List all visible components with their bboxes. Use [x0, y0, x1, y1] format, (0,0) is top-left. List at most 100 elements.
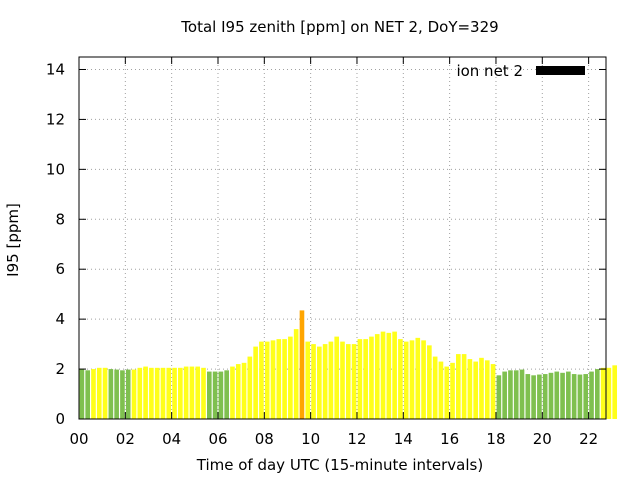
- bar: [154, 367, 160, 419]
- bar: [137, 367, 143, 419]
- bar: [438, 361, 444, 419]
- bar: [120, 370, 125, 419]
- bar: [79, 369, 85, 419]
- bar: [253, 346, 258, 419]
- bar: [548, 372, 554, 419]
- bar: [201, 367, 206, 419]
- bar: [392, 331, 397, 419]
- bar: [143, 366, 148, 419]
- bar: [566, 371, 571, 419]
- bar: [305, 341, 311, 419]
- bar: [369, 336, 374, 419]
- bar: [606, 367, 612, 419]
- bar: [467, 359, 473, 419]
- bar: [577, 374, 583, 419]
- bar: [496, 375, 502, 419]
- bar: [264, 341, 270, 419]
- bar: [218, 371, 224, 419]
- x-tick-label: 16: [440, 430, 459, 448]
- x-tick-label: 04: [162, 430, 181, 448]
- bar: [456, 354, 461, 419]
- x-tick-label: 02: [116, 430, 135, 448]
- x-axis-label: Time of day UTC (15-minute intervals): [196, 456, 483, 474]
- x-tick-label: 14: [394, 430, 413, 448]
- bar: [589, 371, 594, 419]
- bar: [380, 331, 386, 419]
- x-tick-label: 12: [347, 430, 366, 448]
- bar: [427, 345, 432, 419]
- bars: [79, 310, 617, 419]
- bar: [293, 329, 299, 419]
- bar: [374, 334, 380, 419]
- bar: [525, 374, 531, 419]
- y-tick-label: 2: [55, 360, 65, 378]
- bar: [91, 369, 96, 419]
- bar: [166, 367, 172, 419]
- bar: [345, 344, 351, 419]
- bar: [351, 344, 357, 419]
- y-tick-label: 10: [46, 160, 65, 178]
- bar: [241, 362, 247, 419]
- bar: [125, 369, 131, 419]
- y-tick-label: 12: [46, 110, 65, 128]
- bar: [160, 367, 166, 419]
- bar: [212, 371, 218, 419]
- bar: [571, 374, 577, 419]
- bar: [328, 341, 334, 419]
- bar: [299, 310, 305, 419]
- bar: [102, 367, 108, 419]
- bar: [473, 361, 479, 419]
- bar: [357, 339, 363, 419]
- bar: [230, 366, 235, 419]
- bar: [403, 341, 409, 419]
- bar: [247, 356, 253, 419]
- y-tick-label: 0: [55, 410, 65, 428]
- bar: [508, 370, 513, 419]
- bar: [554, 371, 560, 419]
- bar: [595, 369, 600, 419]
- bar: [149, 367, 154, 419]
- x-tick-label: 00: [69, 430, 88, 448]
- x-tick-label: 08: [255, 430, 274, 448]
- bar: [96, 367, 102, 419]
- y-tick-label: 4: [55, 310, 65, 328]
- bar: [288, 336, 293, 419]
- bar: [502, 371, 507, 419]
- bar: [398, 339, 403, 419]
- bar: [322, 344, 328, 419]
- bar: [131, 369, 137, 419]
- x-tick-label: 22: [579, 430, 598, 448]
- x-tick-label: 10: [301, 430, 320, 448]
- bar: [484, 360, 490, 419]
- bar: [490, 364, 496, 419]
- grid: [79, 57, 606, 419]
- bar: [259, 341, 264, 419]
- bar: [206, 371, 212, 419]
- legend: ion net 2: [456, 62, 585, 80]
- legend-swatch: [536, 66, 585, 75]
- y-tick-label: 8: [55, 210, 65, 228]
- bar: [334, 336, 340, 419]
- x-tick-label: 20: [533, 430, 552, 448]
- bar: [583, 374, 589, 419]
- bar: [270, 340, 276, 419]
- y-tick-label: 6: [55, 260, 65, 278]
- bar: [432, 356, 438, 419]
- bar: [340, 341, 345, 419]
- bar: [444, 366, 450, 419]
- bar: [612, 365, 617, 419]
- bar: [542, 374, 548, 419]
- bar: [461, 354, 467, 419]
- plot-frame: [78, 56, 607, 420]
- legend-label: ion net 2: [456, 62, 523, 80]
- bar: [519, 369, 525, 419]
- bar: [114, 369, 119, 419]
- chart-title: Total I95 zenith [ppm] on NET 2, DoY=329: [180, 18, 498, 36]
- bar: [560, 372, 565, 419]
- bar: [108, 369, 114, 419]
- bar: [537, 374, 542, 419]
- bar: [282, 339, 287, 419]
- y-axis-label: I95 [ppm]: [4, 203, 22, 277]
- bar: [85, 370, 90, 419]
